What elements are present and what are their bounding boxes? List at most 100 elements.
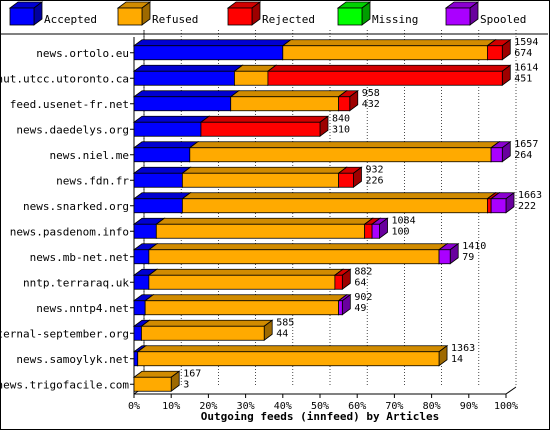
legend-label-rejected: Rejected [262, 13, 315, 26]
bar-segment-refused [181, 166, 348, 189]
legend-swatch-spooled [444, 1, 480, 26]
bar-segment-accepted [132, 140, 200, 163]
bar-segment-rejected [337, 89, 359, 112]
data-label-total: 882 [354, 266, 372, 277]
bar-segment-rejected [333, 268, 352, 291]
category-label: nntp.terraraq.uk [23, 276, 129, 289]
data-label-total: 1663 [518, 190, 542, 201]
data-label-second: 451 [514, 73, 532, 84]
bar-segment-refused [140, 319, 274, 342]
bar-segment-rejected [486, 38, 512, 61]
bar-segment-accepted [132, 191, 192, 214]
category-label: news.snarked.org [23, 200, 129, 213]
bar-segment-accepted [132, 89, 240, 112]
legend-swatch-rejected [226, 1, 262, 26]
legend-label-accepted: Accepted [44, 13, 97, 26]
bar-segment-refused [147, 242, 449, 265]
data-label-total: 958 [362, 88, 380, 99]
data-label-second: 222 [518, 201, 536, 212]
bar-segment-refused [136, 344, 449, 367]
data-label-total: 1594 [514, 37, 538, 48]
data-label-second: 674 [514, 48, 532, 59]
x-axis-label: Outgoing feeds (innfeed) by Articles [201, 410, 439, 423]
x-tick-label: 70% [385, 401, 403, 412]
bar-segment-refused [181, 191, 497, 214]
x-tick-label: 10% [162, 401, 180, 412]
category-label: news.pasdenom.info [10, 225, 129, 238]
data-label-second: 310 [332, 124, 350, 135]
data-label-second: 44 [276, 328, 288, 339]
x-tick-label: 100% [494, 401, 518, 412]
data-label-total: 1657 [514, 139, 538, 150]
data-label-total: 902 [354, 292, 372, 303]
category-label: nut.utcc.utoronto.ca [0, 72, 129, 85]
bar-segment-rejected [266, 64, 512, 87]
bar-segment-refused [143, 293, 348, 316]
legend-label-refused: Refused [152, 13, 198, 26]
bar-segment-refused [155, 217, 374, 240]
data-label-second: 100 [392, 226, 410, 237]
data-label-total: 585 [276, 317, 294, 328]
data-label-total: 1410 [462, 241, 486, 252]
category-label: news.nntp4.net [36, 302, 129, 315]
data-label-second: 432 [362, 99, 380, 110]
x-tick-label: 90% [460, 401, 478, 412]
x-tick-label: 50% [311, 401, 329, 412]
category-label: news.samoylyk.net [16, 353, 129, 366]
category-label: feed.usenet-fr.net [10, 98, 129, 111]
data-label-second: 264 [514, 150, 532, 161]
data-label-second: 3 [183, 379, 189, 390]
legend-label-spooled: Spooled [480, 13, 526, 26]
bar-segment-refused [132, 370, 181, 393]
data-label-total: 932 [365, 164, 383, 175]
x-tick-label: 60% [348, 401, 366, 412]
bar-segment-accepted [132, 38, 292, 61]
x-tick-label: 30% [237, 401, 255, 412]
bar-segment-spooled [437, 242, 460, 265]
category-label: news.daedelys.org [16, 123, 129, 136]
bar-segment-spooled [489, 191, 516, 214]
bar-segment-refused [281, 38, 497, 61]
x-tick-label: 80% [423, 401, 441, 412]
data-label-second: 14 [451, 354, 463, 365]
data-label-total: 840 [332, 113, 350, 124]
x-tick-label: 40% [274, 401, 292, 412]
data-label-total: 167 [183, 368, 201, 379]
bar-segment-accepted [132, 166, 192, 189]
category-label: news.ortolo.eu [36, 47, 129, 60]
category-label: news.trigofacile.com [0, 378, 129, 391]
x-axis-depth [505, 386, 517, 395]
category-label: news.fdn.fr [56, 174, 129, 187]
data-label-total: 1614 [514, 62, 538, 73]
bar-segment-spooled [489, 140, 512, 163]
data-label-total: 1084 [392, 215, 416, 226]
bar-segment-refused [147, 268, 345, 291]
legend: Accepted Refused Rejected Missing Spooled [44, 13, 526, 26]
bar-segment-rejected [337, 166, 363, 189]
data-label-second: 79 [462, 252, 474, 263]
legend-swatch-missing [336, 1, 372, 26]
bar-segment-accepted [132, 64, 244, 87]
bar-segment-refused [229, 89, 348, 112]
data-label-total: 1363 [451, 343, 475, 354]
x-tick-label: 0% [128, 401, 140, 412]
category-label: news.niel.me [50, 149, 129, 162]
x-tick-label: 20% [199, 401, 217, 412]
bar-segment-spooled [337, 293, 352, 316]
data-label-second: 64 [354, 277, 366, 288]
